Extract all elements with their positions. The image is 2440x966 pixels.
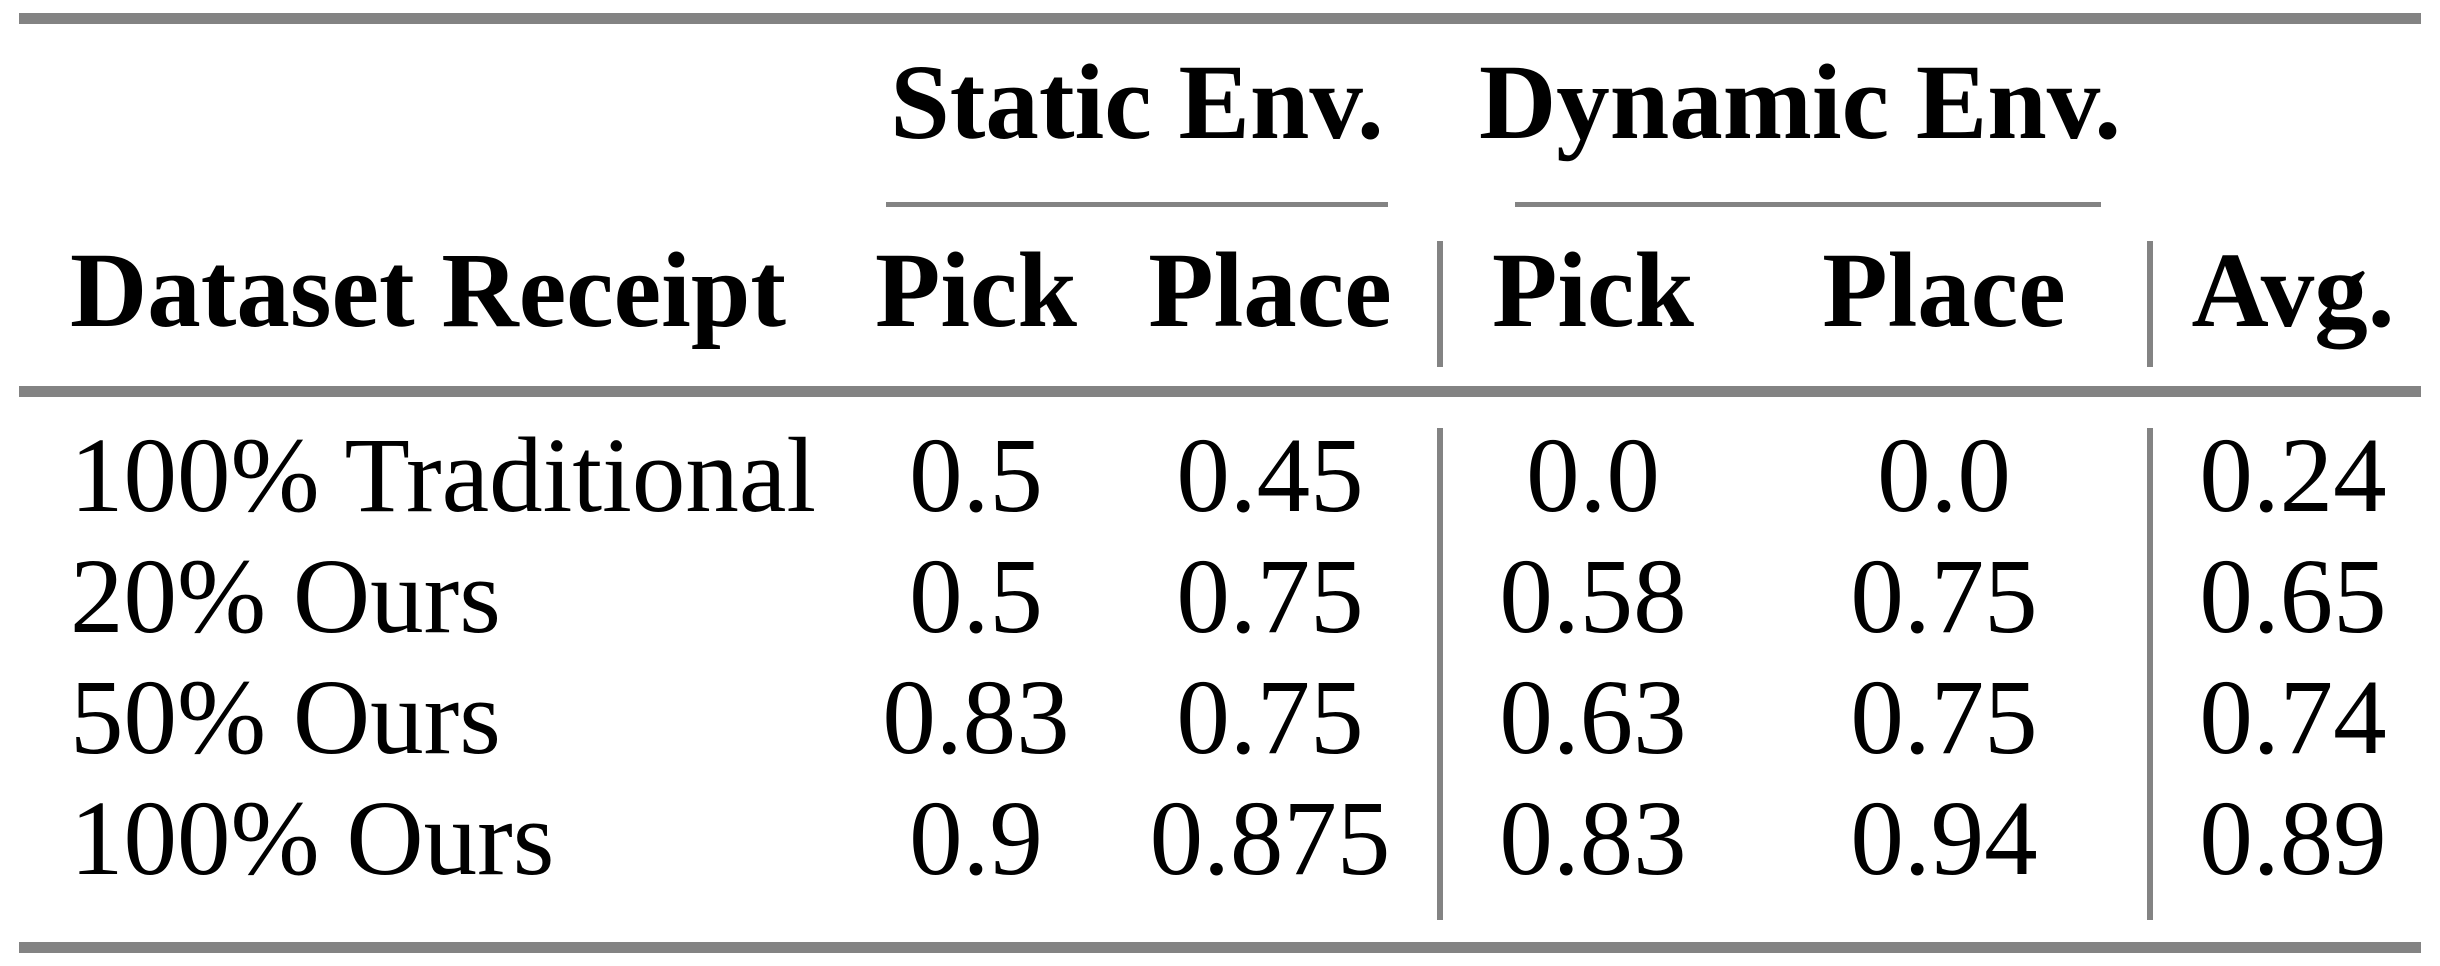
table-mid-rule [19,386,2421,397]
table-cell: 0.45 [1176,417,1364,535]
table-cell: 0.83 [1499,780,1687,898]
group-header-dynamic-env: Dynamic Env. [1478,44,2122,162]
table-cell: 0.63 [1499,659,1687,777]
dynamic-avg-divider-body [2147,428,2153,920]
column-header-dynamic-pick: Pick [1491,232,1695,350]
table-cell: 0.9 [909,780,1043,898]
table-cell: 0.58 [1499,538,1687,656]
table-cell: 0.0 [1877,417,2011,535]
table-cell: 0.94 [1850,780,2038,898]
table-cell: 0.75 [1850,538,2038,656]
row-label: 100% Traditional [70,417,817,535]
static-env-cmidrule [886,202,1388,207]
table-top-rule [19,13,2421,24]
column-header-dynamic-place: Place [1822,232,2066,350]
row-label: 50% Ours [70,659,501,777]
column-header-static-place: Place [1148,232,1392,350]
dynamic-env-cmidrule [1515,202,2101,207]
table-cell: 0.5 [909,417,1043,535]
column-header-avg: Avg. [2191,232,2395,350]
table-cell: 0.875 [1149,780,1391,898]
static-dynamic-divider-body [1437,428,1443,920]
column-header-dataset-receipt: Dataset Receipt [70,232,787,350]
table-cell: 0.83 [882,659,1070,777]
table-cell: 0.75 [1176,538,1364,656]
row-label: 20% Ours [70,538,501,656]
row-label: 100% Ours [70,780,555,898]
column-header-static-pick: Pick [874,232,1078,350]
table-cell: 0.24 [2199,417,2387,535]
table-cell: 0.65 [2199,538,2387,656]
table-cell: 0.75 [1850,659,2038,777]
table-bottom-rule [19,942,2421,953]
group-header-static-env: Static Env. [890,44,1384,162]
table-cell: 0.5 [909,538,1043,656]
dynamic-avg-divider-header [2147,241,2153,367]
table-cell: 0.0 [1526,417,1660,535]
table-cell: 0.89 [2199,780,2387,898]
table-cell: 0.74 [2199,659,2387,777]
static-dynamic-divider-header [1437,241,1443,367]
table-cell: 0.75 [1176,659,1364,777]
